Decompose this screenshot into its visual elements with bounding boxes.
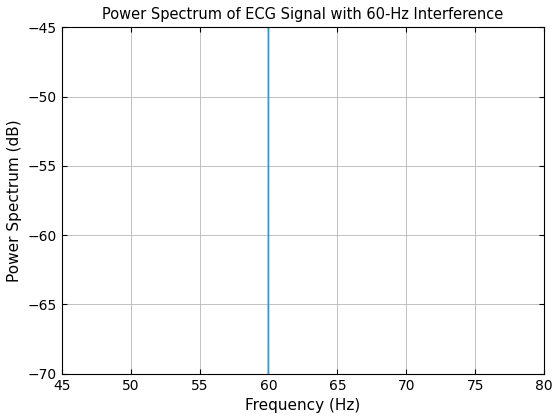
Title: Power Spectrum of ECG Signal with 60-Hz Interference: Power Spectrum of ECG Signal with 60-Hz … <box>102 7 503 22</box>
Y-axis label: Power Spectrum (dB): Power Spectrum (dB) <box>7 119 22 282</box>
X-axis label: Frequency (Hz): Frequency (Hz) <box>245 398 361 413</box>
